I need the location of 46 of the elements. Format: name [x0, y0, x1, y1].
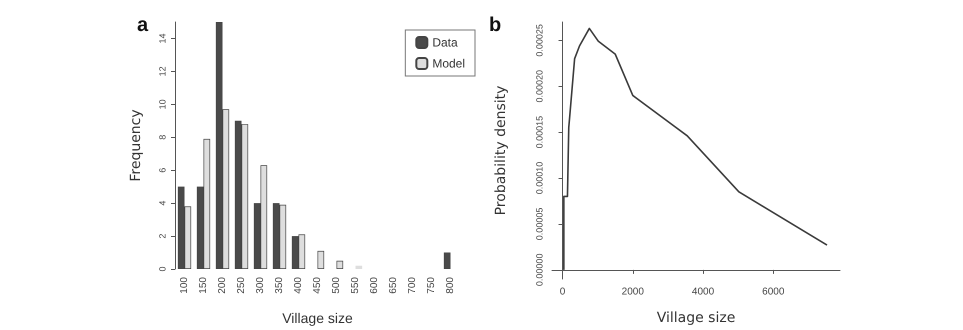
y-tick-label: 12: [158, 66, 168, 76]
x-tick-label: 750: [426, 276, 437, 294]
x-axis-title: Village size: [656, 310, 736, 326]
x-tick-label: 200: [217, 276, 228, 294]
y-tick-label: 4: [158, 200, 168, 206]
x-tick-label: 500: [331, 276, 342, 294]
y-tick-label: 0.00010: [534, 162, 544, 194]
x-axis-title: Village size: [282, 310, 353, 326]
y-tick-label: 0.00025: [534, 24, 544, 57]
x-tick-label: 250: [236, 276, 247, 294]
y-axis-title: Probability density: [493, 86, 509, 216]
y-axis-title: Frequency: [128, 109, 144, 182]
y-tick-label: 10: [158, 99, 168, 110]
chart-title: a: [137, 14, 149, 36]
x-tick-label: 650: [388, 276, 399, 294]
y-tick-label: 0: [158, 266, 168, 272]
y-tick-label: 8: [158, 134, 168, 140]
x-tick-label: 800: [445, 276, 456, 294]
x-tick-label: 350: [274, 276, 285, 294]
x-tick-label: 100: [179, 276, 190, 294]
bar: [318, 250, 324, 269]
x-tick-label: 0: [560, 286, 566, 298]
line-series: [563, 28, 828, 271]
x-tick-label: 400: [293, 276, 304, 294]
y-tick-label: 0.00005: [534, 208, 544, 240]
x-tick-label: 6000: [762, 286, 785, 298]
x-tick-label: 700: [407, 276, 418, 294]
chart-title: b: [489, 14, 502, 36]
y-tick-label: 0.00000: [534, 254, 544, 286]
x-tick-label: 300: [255, 276, 266, 294]
bar: [336, 260, 344, 269]
x-tick-label: 600: [369, 276, 380, 294]
y-tick-label: 14: [158, 33, 168, 44]
x-tick-label: 2000: [622, 286, 644, 298]
x-tick-label: 150: [198, 276, 209, 294]
bar: [444, 252, 450, 269]
y-tick-label: 0.00015: [534, 116, 544, 148]
x-tick-label: 550: [350, 276, 361, 294]
legend-label: Data: [432, 36, 458, 50]
y-tick-label: 6: [158, 168, 168, 173]
legend-label: Model: [432, 56, 466, 70]
y-tick-label: 2: [158, 234, 168, 239]
bar: [356, 266, 362, 269]
x-tick-label: 4000: [692, 286, 715, 298]
y-tick-label: 0.00020: [534, 70, 544, 103]
x-tick-label: 450: [312, 276, 323, 294]
